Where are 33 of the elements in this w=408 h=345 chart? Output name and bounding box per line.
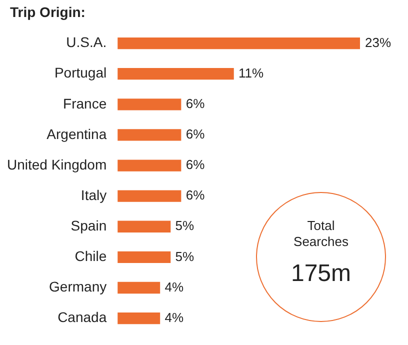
bar	[118, 68, 234, 80]
bar	[118, 160, 182, 172]
data-label: 4%	[164, 279, 184, 294]
bar	[118, 129, 182, 141]
data-label: 6%	[186, 126, 206, 142]
bar	[118, 282, 160, 294]
bar	[118, 220, 171, 232]
bar	[118, 251, 171, 264]
y-tick-label: Italy	[80, 186, 107, 203]
y-tick-label: Germany	[49, 278, 107, 295]
y-tick-label: France	[63, 95, 107, 112]
data-label: 23%	[365, 34, 392, 50]
y-tick-label: U.S.A.	[66, 34, 107, 50]
data-label: 4%	[164, 310, 184, 325]
data-label: 6%	[186, 188, 206, 203]
y-tick-label: Spain	[70, 218, 107, 234]
bar	[118, 312, 160, 324]
y-tick-label: Canada	[58, 309, 107, 326]
annotation: 175m	[290, 260, 352, 288]
data-label: 5%	[175, 248, 195, 264]
bar	[118, 98, 182, 110]
y-tick-label: United Kingdom	[6, 156, 107, 172]
data-label: 6%	[186, 157, 206, 172]
data-label: 5%	[175, 218, 195, 234]
y-tick-label: Argentina	[46, 126, 107, 142]
annotation: Total Searches	[292, 218, 350, 250]
data-label: 6%	[186, 96, 206, 111]
bar	[118, 190, 182, 202]
y-tick-label: Portugal	[54, 64, 107, 81]
y-tick-label: Chile	[74, 248, 107, 264]
bar	[118, 37, 360, 50]
data-label: 11%	[238, 65, 264, 80]
chart-title: Trip Origin:	[10, 4, 86, 20]
